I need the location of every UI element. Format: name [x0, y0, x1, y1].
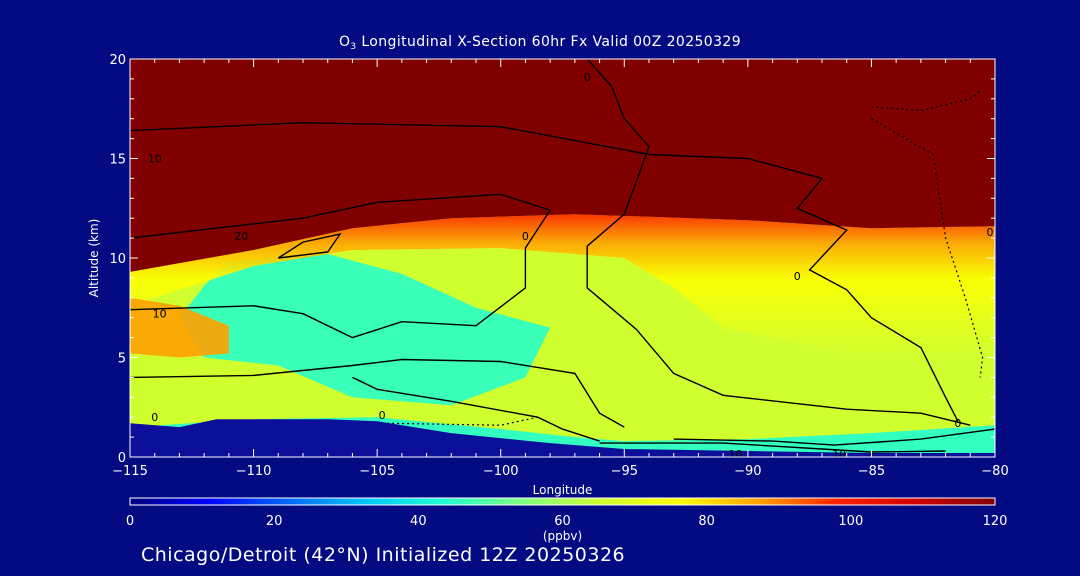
colorbar-tick-label: 60 — [554, 514, 571, 529]
x-tick-label: −95 — [611, 464, 638, 479]
x-tick-label: −80 — [981, 464, 1008, 479]
contour-label: 0 — [379, 409, 386, 422]
contour-line — [277, 233, 342, 259]
field-midlevel-maximum — [130, 297, 229, 358]
field-upper-troposphere — [130, 214, 995, 358]
contour-label: 10 — [832, 448, 846, 461]
colorbar — [129, 497, 996, 506]
y-tick-label: 0 — [118, 451, 126, 466]
x-tick-label: −100 — [483, 464, 519, 479]
contour-line — [129, 121, 959, 422]
colorbar-tick-label: 40 — [410, 514, 427, 529]
terrain-mask — [130, 419, 995, 457]
contour-label: 0 — [987, 226, 994, 239]
contour-label: 0 — [584, 71, 591, 84]
colorbar-tick-label: 0 — [126, 514, 134, 529]
x-tick-label: −85 — [858, 464, 885, 479]
contour-label: 0 — [151, 411, 158, 424]
colorbar-tick-label: 80 — [698, 514, 715, 529]
contour-line — [129, 193, 552, 339]
contour-dashed — [871, 90, 981, 112]
colorbar-tick-label: 100 — [838, 514, 863, 529]
x-tick-label: −115 — [112, 464, 148, 479]
chart-title: O3 Longitudinal X-Section 60hr Fx Valid … — [338, 34, 742, 52]
contour-line — [129, 358, 625, 428]
contour-line — [586, 58, 971, 426]
x-tick-label: −110 — [236, 464, 272, 479]
contour-label: 0 — [522, 230, 529, 243]
contour-line — [352, 376, 600, 442]
contour-label: 10 — [729, 448, 743, 461]
y-axis-label: Altitude (km) — [87, 219, 101, 298]
y-tick-label: 15 — [109, 153, 126, 168]
x-tick-label: −90 — [734, 464, 761, 479]
contour-label: 0 — [954, 417, 961, 430]
contour-label: 10 — [153, 308, 167, 321]
contour-label: 20 — [234, 230, 248, 243]
colorbar-tick-label: 120 — [983, 514, 1008, 529]
footer-caption: Chicago/Detroit (42°N) Initialized 12Z 2… — [141, 544, 626, 566]
contour-line — [599, 442, 946, 453]
contour-line — [673, 428, 996, 446]
y-tick-label: 20 — [109, 53, 126, 68]
colorbar-label: (ppbv) — [543, 529, 582, 543]
x-tick-label: −105 — [359, 464, 395, 479]
field-low-ozone-pocket — [179, 254, 551, 406]
contour-label: 0 — [794, 270, 801, 283]
contour-label: 10 — [148, 153, 162, 166]
y-tick-label: 10 — [109, 252, 126, 267]
y-tick-label: 5 — [118, 352, 126, 367]
field-stratosphere — [130, 59, 995, 272]
x-axis-label: Longitude — [533, 483, 593, 497]
colorbar-tick-label: 20 — [266, 514, 283, 529]
